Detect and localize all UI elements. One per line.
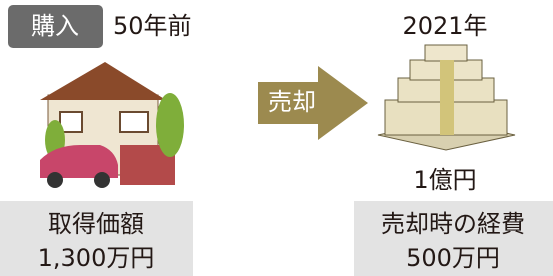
money-illustration bbox=[378, 45, 515, 150]
box-amount: 500万円 bbox=[406, 244, 500, 272]
house-illustration bbox=[40, 62, 184, 188]
time-label: 50年前 bbox=[113, 12, 192, 40]
page: {"left": {"tag": "購入", "time": "50年前", "… bbox=[0, 0, 553, 276]
diagram: 購入 50年前 売却 2021年 1億円 取得価額 1,300万円 売却時の経費… bbox=[0, 0, 553, 276]
price-label: 1億円 bbox=[413, 166, 476, 194]
tag-label: 購入 bbox=[31, 12, 79, 40]
arrow-label: 売却 bbox=[268, 88, 316, 116]
box-label: 取得価額 bbox=[48, 210, 144, 238]
box-amount: 1,300万円 bbox=[38, 244, 155, 272]
time-label: 2021年 bbox=[402, 12, 487, 40]
box-label: 売却時の経費 bbox=[381, 210, 525, 238]
